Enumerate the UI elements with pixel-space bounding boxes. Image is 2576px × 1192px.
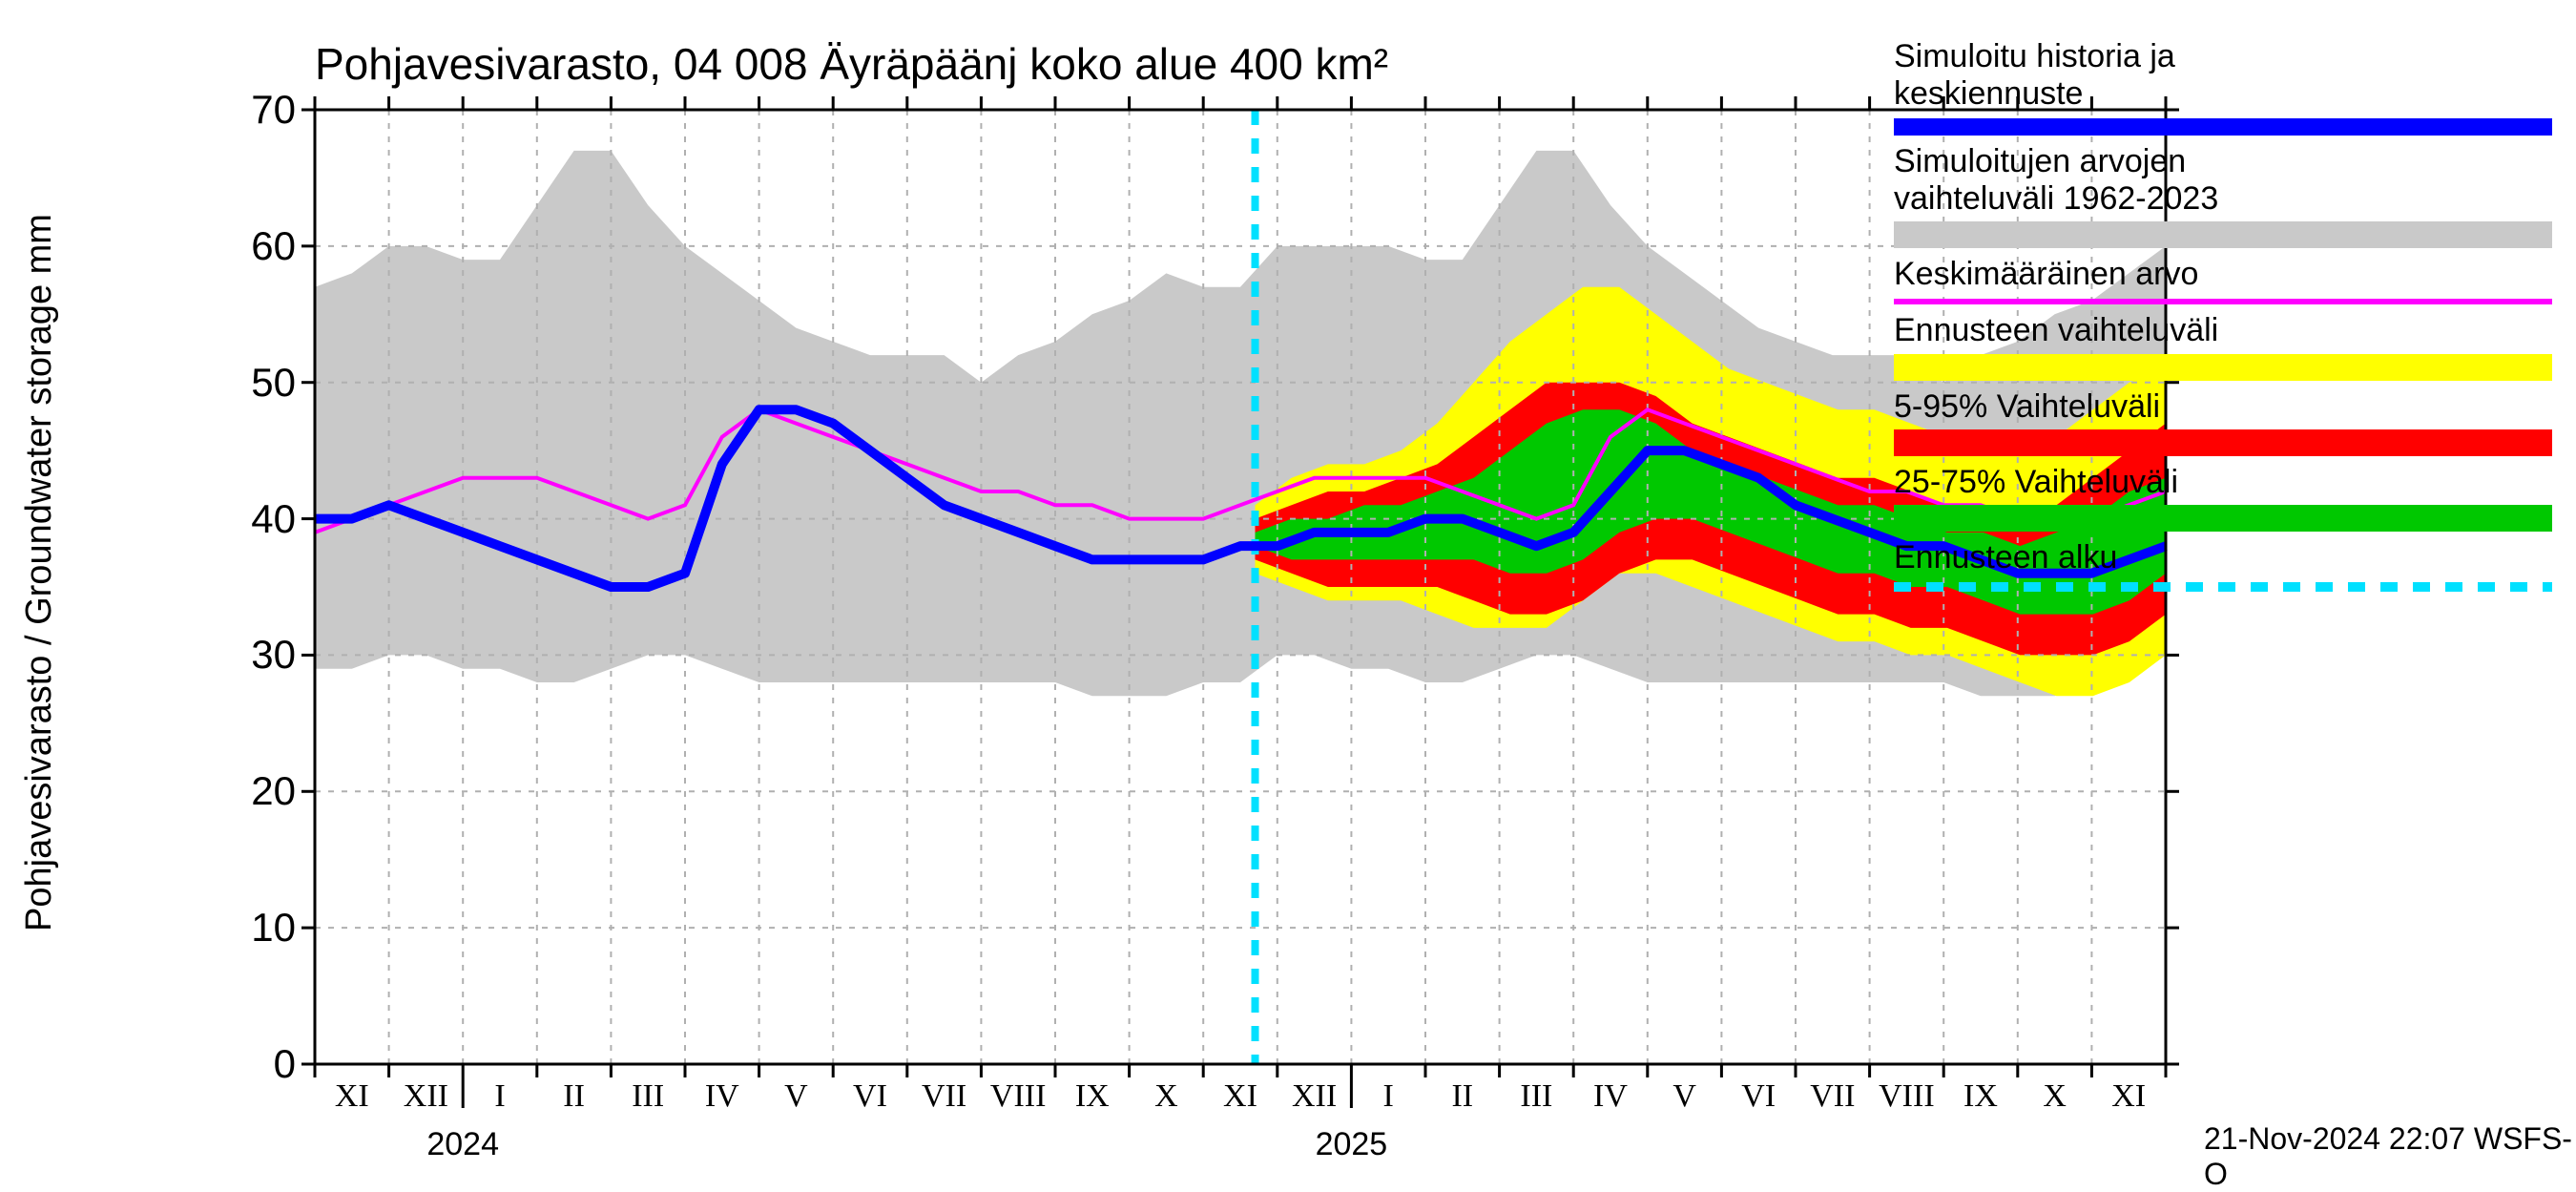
x-month-label: I — [494, 1078, 505, 1115]
legend-text: Ennusteen alku — [1894, 539, 2552, 576]
x-month-label: III — [632, 1078, 664, 1115]
legend-swatch — [1894, 354, 2552, 381]
y-tick-label: 30 — [200, 632, 296, 678]
x-month-label: III — [1520, 1078, 1552, 1115]
legend-text: 5-95% Vaihteluväli — [1894, 388, 2552, 426]
legend-text: Simuloitujen arvojen — [1894, 143, 2552, 180]
x-month-label: XI — [1223, 1078, 1257, 1115]
legend-swatch — [1894, 118, 2552, 136]
x-month-label: VII — [1810, 1078, 1855, 1115]
footer-timestamp: 21-Nov-2024 22:07 WSFS-O — [2204, 1121, 2576, 1192]
legend-text: Simuloitu historia ja — [1894, 38, 2552, 75]
x-month-label: V — [784, 1078, 808, 1115]
x-month-label: V — [1672, 1078, 1696, 1115]
legend-text: vaihteluväli 1962-2023 — [1894, 180, 2552, 218]
legend-text: Ennusteen vaihteluväli — [1894, 312, 2552, 349]
y-tick-label: 50 — [200, 360, 296, 406]
x-month-label: IV — [705, 1078, 739, 1115]
y-tick-label: 40 — [200, 496, 296, 542]
legend-text: Keskimääräinen arvo — [1894, 256, 2552, 293]
legend: Simuloitu historia jakeskiennusteSimuloi… — [1894, 38, 2552, 599]
y-tick-label: 0 — [200, 1041, 296, 1087]
legend-swatch — [1894, 582, 2552, 592]
legend-entry: 25-75% Vaihteluväli — [1894, 464, 2552, 532]
legend-swatch — [1894, 299, 2552, 304]
legend-text: keskiennuste — [1894, 75, 2552, 113]
legend-entry: Ennusteen vaihteluväli — [1894, 312, 2552, 380]
legend-entry: Keskimääräinen arvo — [1894, 256, 2552, 304]
x-month-label: II — [563, 1078, 585, 1115]
x-month-label: II — [1451, 1078, 1473, 1115]
legend-swatch — [1894, 505, 2552, 532]
legend-swatch — [1894, 221, 2552, 248]
x-month-label: IV — [1593, 1078, 1628, 1115]
legend-entry: Ennusteen alku — [1894, 539, 2552, 592]
x-month-label: VI — [853, 1078, 887, 1115]
legend-swatch — [1894, 429, 2552, 456]
x-month-label: VII — [922, 1078, 966, 1115]
x-month-label: VI — [1741, 1078, 1776, 1115]
x-month-label: XI — [335, 1078, 369, 1115]
x-month-label: XII — [1292, 1078, 1337, 1115]
x-month-label: XII — [404, 1078, 448, 1115]
legend-text: 25-75% Vaihteluväli — [1894, 464, 2552, 501]
x-month-label: IX — [1075, 1078, 1110, 1115]
x-month-label: X — [2043, 1078, 2067, 1115]
x-month-label: I — [1383, 1078, 1394, 1115]
x-month-label: XI — [2111, 1078, 2146, 1115]
y-tick-label: 20 — [200, 768, 296, 814]
legend-entry: 5-95% Vaihteluväli — [1894, 388, 2552, 456]
x-month-label: X — [1154, 1078, 1178, 1115]
x-month-label: IX — [1963, 1078, 1998, 1115]
y-tick-label: 70 — [200, 87, 296, 133]
y-tick-label: 10 — [200, 905, 296, 951]
legend-entry: Simuloitujen arvojenvaihteluväli 1962-20… — [1894, 143, 2552, 248]
y-tick-label: 60 — [200, 223, 296, 269]
legend-entry: Simuloitu historia jakeskiennuste — [1894, 38, 2552, 136]
chart-container: Pohjavesivarasto / Groundwater storage m… — [0, 0, 2576, 1145]
x-month-label: VIII — [990, 1078, 1047, 1115]
x-month-label: VIII — [1879, 1078, 1935, 1115]
